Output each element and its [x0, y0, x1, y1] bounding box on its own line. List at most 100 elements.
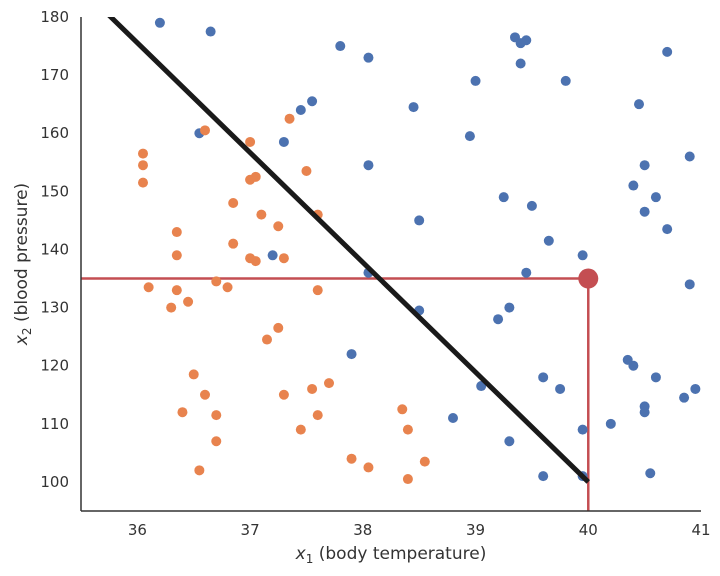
data-point-orange — [143, 282, 154, 293]
data-point-blue — [684, 151, 695, 162]
data-point-blue — [154, 17, 165, 28]
y-tick-label: 150 — [40, 182, 69, 200]
decision-boundary — [107, 17, 591, 484]
data-point-blue — [205, 26, 216, 37]
data-point-orange — [171, 285, 182, 296]
x-tick-label: 41 — [691, 521, 710, 539]
data-point-blue — [684, 279, 695, 290]
data-point-blue — [414, 215, 425, 226]
data-point-blue — [278, 136, 289, 147]
data-point-blue — [605, 418, 616, 429]
data-point-orange — [188, 369, 199, 380]
data-point-orange — [228, 238, 239, 249]
data-point-orange — [138, 148, 148, 159]
data-point-orange — [171, 227, 182, 238]
data-point-blue — [577, 424, 588, 435]
y-tick-labels: 100 110 120 130 140 150 160 170 180 — [40, 8, 69, 491]
data-point-blue — [307, 96, 318, 107]
data-point-orange — [194, 465, 205, 476]
boundary-line — [107, 17, 591, 484]
x-tick-label: 37 — [241, 521, 260, 539]
data-point-blue — [521, 35, 532, 46]
highlighted-point — [578, 268, 599, 289]
data-point-orange — [138, 160, 148, 171]
data-point-blue — [662, 46, 673, 57]
data-point-orange — [200, 125, 210, 136]
y-tick-label: 130 — [40, 299, 69, 317]
y-axis-label: x2 (blood pressure) — [12, 183, 34, 346]
data-point-orange — [211, 410, 222, 421]
data-point-blue — [538, 372, 549, 383]
data-point-blue — [498, 192, 509, 203]
data-point-blue — [408, 102, 419, 113]
data-point-blue — [555, 383, 566, 394]
data-point-blue — [690, 383, 701, 394]
data-point-blue — [521, 267, 532, 278]
data-point-blue — [645, 468, 656, 479]
data-points — [138, 17, 701, 485]
data-point-blue — [662, 224, 673, 235]
data-point-orange — [166, 302, 177, 313]
data-point-blue — [363, 52, 374, 63]
data-point-orange — [295, 424, 306, 435]
x-tick-label: 36 — [128, 521, 147, 539]
data-point-orange — [245, 136, 256, 147]
data-point-blue — [267, 250, 278, 261]
data-point-orange — [312, 285, 323, 296]
data-point-orange — [324, 378, 334, 389]
x-tick-label: 39 — [466, 521, 485, 539]
highlight-marker — [578, 268, 599, 289]
x-axis-label: x1 (body temperature) — [295, 544, 487, 566]
x-tick-labels: 36 37 38 39 40 41 — [128, 521, 711, 539]
data-point-orange — [363, 462, 374, 473]
data-point-blue — [526, 200, 537, 211]
y-tick-label: 100 — [40, 473, 69, 491]
data-point-blue — [543, 235, 554, 246]
data-point-blue — [504, 436, 515, 447]
y-tick-label: 110 — [40, 415, 69, 433]
data-point-orange — [402, 474, 413, 485]
data-point-orange — [307, 383, 318, 394]
data-point-blue — [634, 99, 644, 110]
data-point-orange — [284, 113, 295, 124]
data-point-blue — [363, 160, 374, 171]
data-point-orange — [183, 296, 194, 307]
data-point-orange — [222, 282, 233, 293]
data-point-blue — [650, 192, 661, 203]
data-point-blue — [470, 75, 481, 86]
y-tick-label: 160 — [40, 124, 69, 142]
data-point-orange — [245, 174, 256, 185]
data-point-blue — [679, 392, 690, 403]
data-point-orange — [278, 389, 289, 400]
data-point-blue — [504, 302, 515, 313]
data-point-blue — [639, 206, 650, 217]
data-point-orange — [138, 177, 148, 188]
data-point-blue — [577, 250, 588, 261]
data-point-blue — [448, 413, 458, 424]
data-point-blue — [493, 314, 504, 325]
data-point-blue — [538, 471, 549, 482]
y-tick-label: 120 — [40, 357, 69, 375]
data-point-orange — [177, 407, 188, 418]
data-point-orange — [245, 253, 256, 264]
data-point-orange — [256, 209, 267, 220]
data-point-orange — [419, 456, 430, 467]
x-tick-label: 40 — [579, 521, 598, 539]
data-point-orange — [312, 410, 323, 421]
data-point-blue — [560, 75, 571, 86]
data-point-blue — [515, 58, 526, 69]
data-point-orange — [273, 322, 284, 333]
data-point-orange — [211, 436, 222, 447]
data-point-orange — [301, 166, 312, 177]
x-tick-label: 38 — [353, 521, 372, 539]
data-point-orange — [262, 334, 272, 345]
y-tick-label: 180 — [40, 8, 69, 26]
highlight-guides — [81, 277, 590, 511]
data-point-blue — [650, 372, 661, 383]
data-point-blue — [335, 41, 346, 52]
data-point-orange — [228, 197, 239, 208]
data-point-blue — [628, 180, 639, 191]
data-point-orange — [171, 250, 182, 261]
data-point-blue — [628, 360, 639, 371]
